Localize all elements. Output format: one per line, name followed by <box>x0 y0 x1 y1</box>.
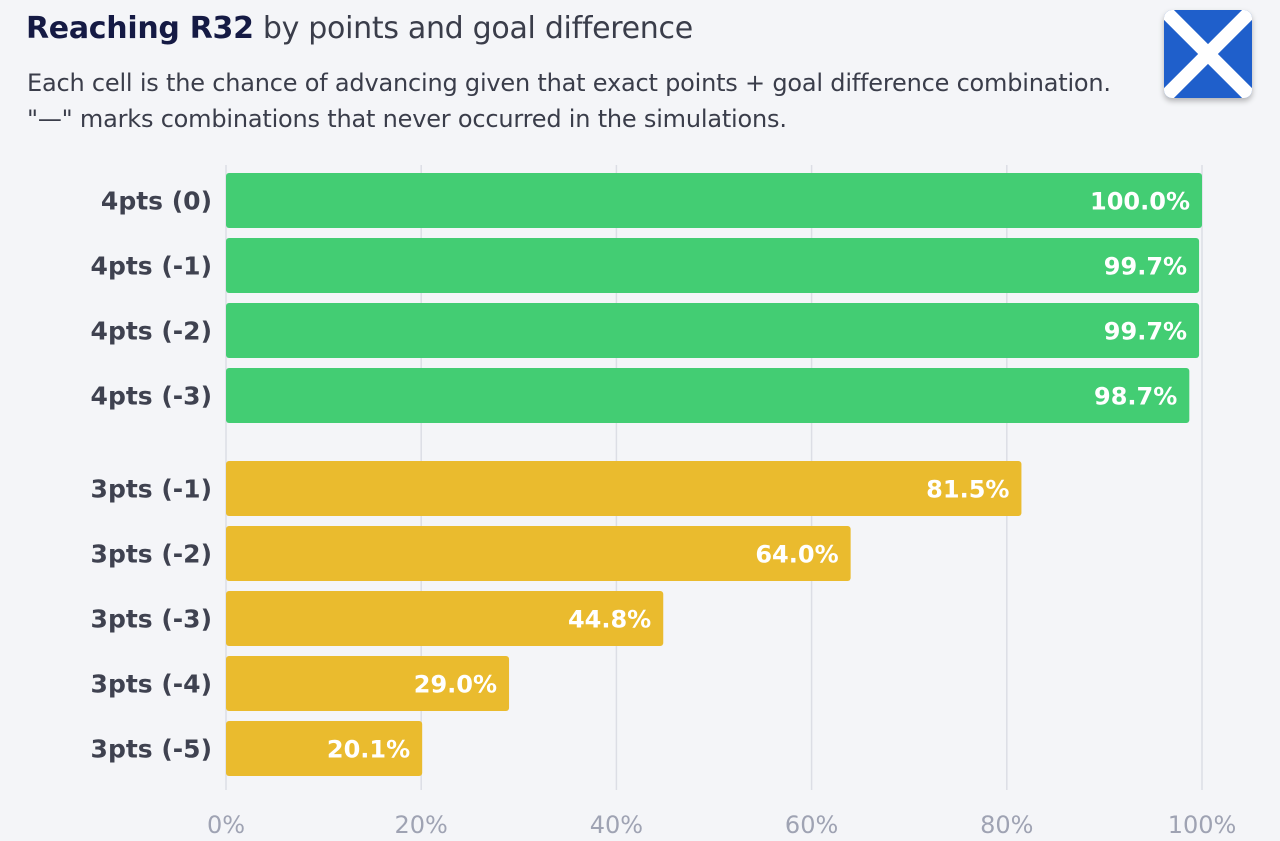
bar <box>226 721 423 776</box>
chart-subtitle: Each cell is the chance of advancing giv… <box>27 69 1111 133</box>
bar-value-label: 100.0% <box>1090 188 1190 216</box>
category-label: 3pts (-3) <box>91 605 212 634</box>
bar <box>226 173 1202 228</box>
x-tick-label: 60% <box>785 811 838 839</box>
bar <box>226 656 510 711</box>
x-tick-label: 40% <box>590 811 643 839</box>
bar-value-label: 98.7% <box>1094 383 1177 411</box>
bar <box>226 303 1200 358</box>
bar <box>226 591 664 646</box>
bar-value-label: 64.0% <box>755 541 838 569</box>
category-label: 4pts (-3) <box>91 382 212 411</box>
bar-value-label: 99.7% <box>1104 318 1187 346</box>
x-axis-ticks: 0% 20% 40% 60% 80% 100% <box>207 811 1236 839</box>
chart-title-bold: Reaching R32 <box>26 11 254 46</box>
bar-value-label: 29.0% <box>414 671 497 699</box>
category-label: 3pts (-1) <box>91 475 212 504</box>
bar-value-label: 20.1% <box>327 736 410 764</box>
x-tick-label: 0% <box>207 811 245 839</box>
scotland-flag-icon <box>1164 10 1252 98</box>
x-tick-label: 100% <box>1168 811 1237 839</box>
category-label: 4pts (-1) <box>91 252 212 281</box>
category-label: 3pts (-5) <box>91 735 212 764</box>
chart-title: Reaching R32 by points and goal differen… <box>26 9 693 49</box>
chart-title-rest: by points and goal difference <box>253 11 693 46</box>
x-tick-label: 20% <box>395 811 448 839</box>
bar <box>226 461 1022 516</box>
category-label: 4pts (0) <box>101 187 212 216</box>
bar-value-label: 81.5% <box>926 476 1009 504</box>
bar <box>226 526 851 581</box>
category-label: 3pts (-4) <box>91 670 212 699</box>
bar <box>226 238 1200 293</box>
category-label: 4pts (-2) <box>91 317 212 346</box>
bar-value-label: 99.7% <box>1104 253 1187 281</box>
bar-value-label: 44.8% <box>568 606 651 634</box>
category-label: 3pts (-2) <box>91 540 212 569</box>
bar <box>226 368 1190 423</box>
x-tick-label: 80% <box>980 811 1033 839</box>
bars: 100.0% 99.7% 99.7% 98.7% 81.5% 64.0% 44.8% 29.0… <box>226 173 1202 776</box>
category-labels: 4pts (0) 4pts (-1) 4pts (-2) 4pts (-3) 3pts … <box>91 187 212 764</box>
